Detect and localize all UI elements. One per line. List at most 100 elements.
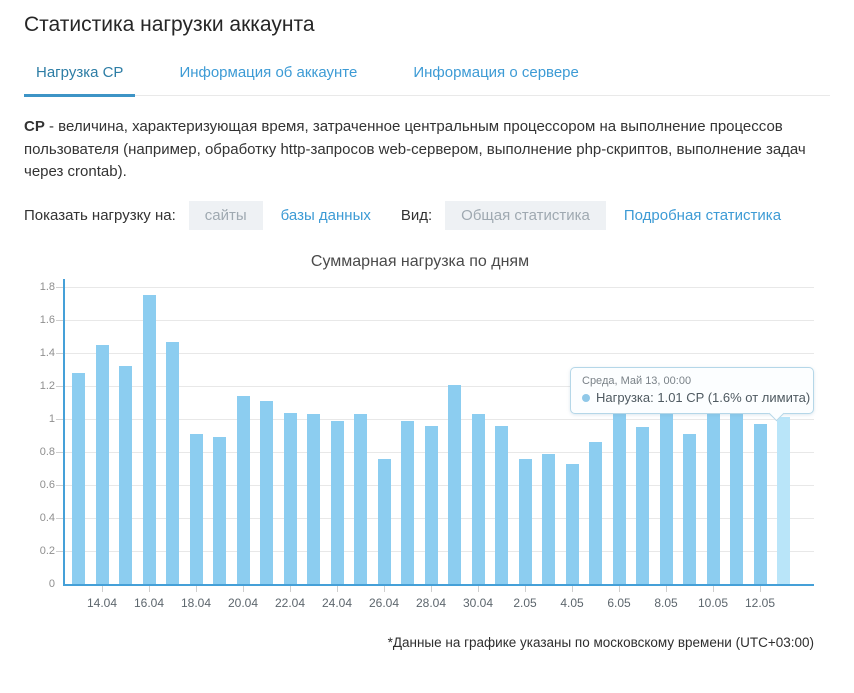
bar[interactable]: [636, 426, 649, 584]
y-axis-label: 0.4: [39, 511, 55, 524]
bar[interactable]: [495, 425, 508, 584]
x-axis-label: 28.04: [415, 595, 447, 610]
x-axis-tick: [196, 585, 197, 592]
bar[interactable]: [542, 453, 555, 584]
x-axis-tick: [149, 585, 150, 592]
x-axis-label: 14.04: [86, 595, 118, 610]
bar[interactable]: [236, 395, 250, 584]
x-axis-tick: [384, 585, 385, 592]
x-axis-tick: [102, 585, 103, 592]
x-axis-label: 6.05: [607, 595, 631, 610]
x-axis-label: 2.05: [513, 595, 537, 610]
y-axis-tick: [56, 418, 63, 420]
y-axis-label: 1.8: [39, 280, 55, 293]
gridline: [65, 451, 814, 453]
gridline: [65, 484, 814, 486]
gridline: [65, 550, 814, 552]
x-axis-label: 4.05: [560, 595, 584, 610]
bar[interactable]: [730, 405, 743, 584]
y-axis-tick: [56, 385, 63, 387]
detailed-statistics-link[interactable]: Подробная статистика: [623, 206, 782, 224]
x-axis-label: 10.05: [697, 595, 729, 610]
bar[interactable]: [777, 416, 790, 584]
chart-tooltip: Среда, Май 13, 00:00 Нагрузка: 1.01 CP (…: [570, 366, 814, 421]
x-axis-tick: [431, 585, 432, 592]
bar[interactable]: [283, 412, 297, 584]
gridline: [65, 286, 814, 288]
y-axis-label: 1: [48, 412, 55, 425]
x-axis-tick: [478, 585, 479, 592]
view-label: Вид:: [400, 206, 433, 224]
y-axis-tick: [56, 451, 63, 453]
bar[interactable]: [119, 365, 132, 584]
databases-filter-link[interactable]: базы данных: [280, 206, 371, 224]
bar[interactable]: [260, 400, 273, 584]
y-axis-label: 0.6: [39, 478, 55, 491]
bar[interactable]: [448, 384, 461, 584]
x-axis-label: 16.04: [133, 595, 165, 610]
bar[interactable]: [518, 458, 532, 584]
chart-title: Суммарная нагрузка по дням: [310, 252, 530, 270]
bar[interactable]: [95, 344, 109, 584]
x-axis-tick: [619, 585, 620, 592]
bar[interactable]: [683, 433, 696, 584]
x-axis-label: 18.04: [180, 595, 212, 610]
bar[interactable]: [307, 413, 320, 584]
y-axis-tick: [56, 286, 63, 288]
bar[interactable]: [612, 405, 626, 584]
y-axis-label: 1.4: [39, 346, 55, 359]
y-axis-label: 1.2: [39, 379, 55, 392]
bar[interactable]: [471, 413, 485, 584]
bar[interactable]: [166, 341, 179, 584]
gridline: [65, 385, 814, 387]
bar[interactable]: [189, 433, 203, 584]
bar[interactable]: [706, 398, 720, 584]
bar[interactable]: [354, 413, 367, 584]
y-axis-tick: [56, 550, 63, 552]
plot-area: 0 0.2 0.4 0.6 0.8 1 1.2 1.4 1.6 1.8 14.04 16.04 18.0…: [40, 278, 814, 610]
y-axis-tick: [56, 319, 63, 321]
general-statistics-button[interactable]: Общая статистика: [445, 200, 606, 230]
y-axis-tick: [56, 484, 63, 486]
y-axis-tick: [56, 352, 63, 354]
x-axis-label: 22.04: [274, 595, 306, 610]
bar[interactable]: [424, 425, 438, 584]
bar[interactable]: [72, 372, 85, 584]
y-axis-tick: [56, 517, 63, 519]
tab-server-info[interactable]: Информация о сервере: [413, 64, 579, 81]
bar[interactable]: [213, 436, 226, 584]
bar[interactable]: [753, 423, 767, 584]
bar[interactable]: [659, 402, 673, 584]
bar[interactable]: [377, 458, 391, 584]
x-axis-tick: [760, 585, 761, 592]
x-axis-label: 8.05: [654, 595, 678, 610]
bar[interactable]: [565, 463, 579, 584]
bar[interactable]: [589, 441, 602, 584]
cp-description-text: - величина, характеризующая время, затра…: [24, 118, 806, 180]
timezone-footnote: *Данные на графике указаны по московском…: [387, 634, 814, 650]
gridline: [65, 352, 814, 354]
show-load-label: Показать нагрузку на:: [24, 206, 176, 224]
tooltip-series-label: Нагрузка:: [596, 389, 654, 405]
tab-cpu-load[interactable]: Нагрузка CP: [24, 64, 136, 97]
gridline: [65, 517, 814, 519]
y-axis-label: 0.2: [39, 544, 55, 557]
y-axis-label: 0: [48, 577, 55, 590]
x-axis-label: 12.05: [744, 595, 776, 610]
page-title: Статистика нагрузки аккаунта: [24, 13, 315, 36]
sites-filter-button[interactable]: сайты: [188, 200, 263, 230]
x-axis-tick: [572, 585, 573, 592]
filter-row: Показать нагрузку на: сайты базы данных …: [24, 200, 830, 230]
bar[interactable]: [142, 294, 156, 584]
bar[interactable]: [330, 420, 344, 584]
x-axis-tick: [243, 585, 244, 592]
x-axis-label: 30.04: [462, 595, 494, 610]
tab-account-info[interactable]: Информация об аккаунте: [179, 64, 358, 81]
x-axis-tick: [666, 585, 667, 592]
tooltip-date: Среда, Май 13, 00:00: [582, 374, 692, 387]
cp-term: CP: [24, 118, 45, 135]
x-axis-tick: [337, 585, 338, 592]
y-axis-label: 0.8: [39, 445, 55, 458]
x-axis-tick: [290, 585, 291, 592]
bar[interactable]: [401, 420, 414, 584]
